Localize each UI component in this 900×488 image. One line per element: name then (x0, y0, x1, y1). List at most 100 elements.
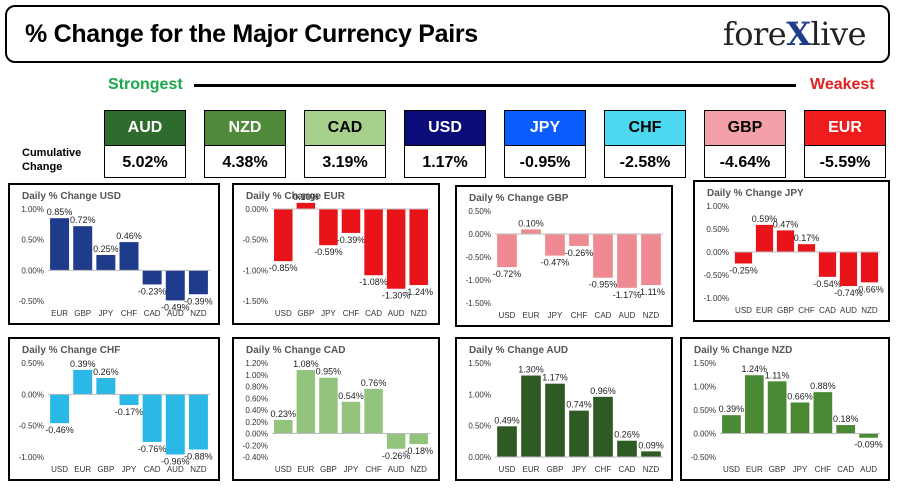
chart-title: Daily % Change EUR (246, 191, 345, 202)
y-tick-label: 0.50% (21, 359, 44, 368)
data-label: -0.85% (269, 263, 298, 273)
x-tick-label: CAD (365, 309, 382, 318)
data-label: -1.11% (637, 287, 665, 297)
bar-aud (859, 433, 878, 438)
cumulative-change-value: -5.59% (805, 145, 885, 179)
x-tick-label: USD (723, 465, 740, 474)
y-tick-label: -1.50% (466, 299, 491, 308)
y-tick-label: 1.00% (468, 390, 491, 399)
y-tick-label: 1.50% (468, 359, 491, 368)
currency-tile-usd: USD 1.17% (404, 110, 486, 178)
y-tick-label: -0.20% (243, 441, 268, 450)
x-tick-label: CHF (343, 309, 360, 318)
bar-usd (722, 415, 741, 434)
data-label: -0.47% (541, 258, 570, 268)
data-label: 1.17% (542, 373, 568, 383)
bar-chart: 1.00% 0.50% 0.00% -0.50% 0.85% EUR 0.72% GBP 0.2… (19, 205, 213, 318)
bar-gbp (776, 230, 795, 252)
chart-title: Daily % Change NZD (694, 345, 793, 356)
data-label: -0.66% (855, 284, 884, 294)
bar-jpy (545, 234, 565, 256)
data-label: 0.25% (93, 244, 119, 254)
x-tick-label: GBP (74, 309, 91, 318)
y-tick-label: -1.00% (466, 276, 491, 285)
bar-aud (617, 234, 637, 288)
forexlive-logo: foreXlive (722, 15, 867, 53)
cumulative-change-value: -4.64% (705, 145, 785, 179)
bar-gbp (73, 226, 93, 271)
data-label: 0.96% (590, 386, 616, 396)
x-tick-label: CHF (571, 311, 588, 320)
data-label: -1.24% (404, 287, 433, 297)
data-label: -0.46% (45, 425, 74, 435)
bar-chf (813, 392, 833, 434)
x-tick-label: NZD (190, 465, 207, 474)
x-tick-label: CAD (144, 465, 161, 474)
currency-tile-chf: CHF -2.58% (604, 110, 686, 178)
x-tick-label: EUR (297, 465, 314, 474)
bar-chart: 0.50% 0.00% -0.50% -1.00% -0.46% USD 0.39% EUR 0… (19, 359, 213, 474)
bar-eur (744, 375, 764, 434)
data-label: 0.39% (719, 404, 745, 414)
chart-title: Daily % Change USD (22, 191, 121, 202)
y-tick-label: 0.60% (245, 394, 268, 403)
x-tick-label: JPY (548, 311, 563, 320)
currency-code: NZD (205, 111, 285, 145)
bar-gbp (96, 378, 116, 395)
y-tick-label: 0.40% (245, 406, 268, 415)
y-tick-label: -0.40% (243, 453, 268, 462)
bar-chart: 0.00% -0.50% -1.00% -1.50% -0.85% USD 0.10% GBP… (243, 192, 433, 318)
chart-title: Daily % Change GBP (469, 193, 569, 204)
data-label: 0.09% (638, 440, 664, 450)
y-tick-label: 0.20% (245, 418, 268, 427)
data-label: -0.76% (138, 444, 167, 454)
data-label: 0.59% (752, 214, 778, 224)
page-title: % Change for the Major Currency Pairs (25, 20, 478, 48)
chart-panel-2: Daily % Change EUR 0.00% -0.50% -1.00% -1.50… (232, 183, 440, 325)
y-tick-label: 1.00% (245, 371, 268, 380)
x-tick-label: USD (51, 465, 68, 474)
data-label: -0.72% (493, 269, 522, 279)
x-tick-label: AUD (388, 465, 405, 474)
bar-gbp (296, 202, 316, 209)
bar-jpy (341, 401, 361, 434)
y-tick-label: 0.50% (706, 225, 729, 234)
data-label: -0.95% (589, 280, 618, 290)
data-label: -0.26% (382, 451, 411, 461)
x-tick-label: USD (499, 465, 516, 474)
chart-panel-8: Daily % Change NZD 1.50% 1.00% 0.50% 0.00% -0… (680, 337, 890, 481)
logo-text-left: fore (722, 15, 787, 53)
bar-usd (497, 234, 517, 268)
y-tick-label: 1.50% (693, 359, 716, 368)
x-tick-label: NZD (643, 465, 660, 474)
x-tick-label: JPY (321, 309, 336, 318)
bar-nzd (641, 234, 661, 286)
data-label: -1.17% (613, 290, 642, 300)
data-label: 0.18% (833, 414, 859, 424)
bar-nzd (860, 252, 879, 283)
data-label: -0.96% (161, 456, 190, 466)
x-tick-label: CAD (144, 309, 161, 318)
x-tick-label: NZD (190, 309, 207, 318)
chart-panel-5: Daily % Change CHF 0.50% 0.00% -0.50% -1.00%… (8, 337, 220, 481)
bar-aud (165, 394, 185, 455)
x-tick-label: JPY (344, 465, 359, 474)
y-tick-label: -0.50% (19, 422, 44, 431)
bar-eur (521, 375, 541, 457)
y-tick-label: 0.00% (245, 205, 268, 214)
x-tick-label: GBP (547, 465, 564, 474)
bar-eur (50, 218, 70, 271)
y-tick-label: 0.00% (245, 430, 268, 439)
bar-gbp (319, 377, 338, 434)
y-tick-label: 0.80% (245, 383, 268, 392)
y-tick-label: 0.00% (468, 230, 491, 239)
data-label: 0.46% (116, 231, 142, 241)
bar-chf (797, 244, 816, 252)
y-tick-label: -0.50% (243, 236, 268, 245)
bar-chart: 1.20% 1.00% 0.80% 0.60% 0.40% 0.20% 0.00% -0.20… (243, 359, 433, 474)
y-tick-label: 0.50% (693, 406, 716, 415)
data-label: 1.11% (765, 370, 790, 380)
bar-usd (497, 426, 517, 457)
x-tick-label: GBP (769, 465, 786, 474)
bar-cad (836, 425, 856, 434)
